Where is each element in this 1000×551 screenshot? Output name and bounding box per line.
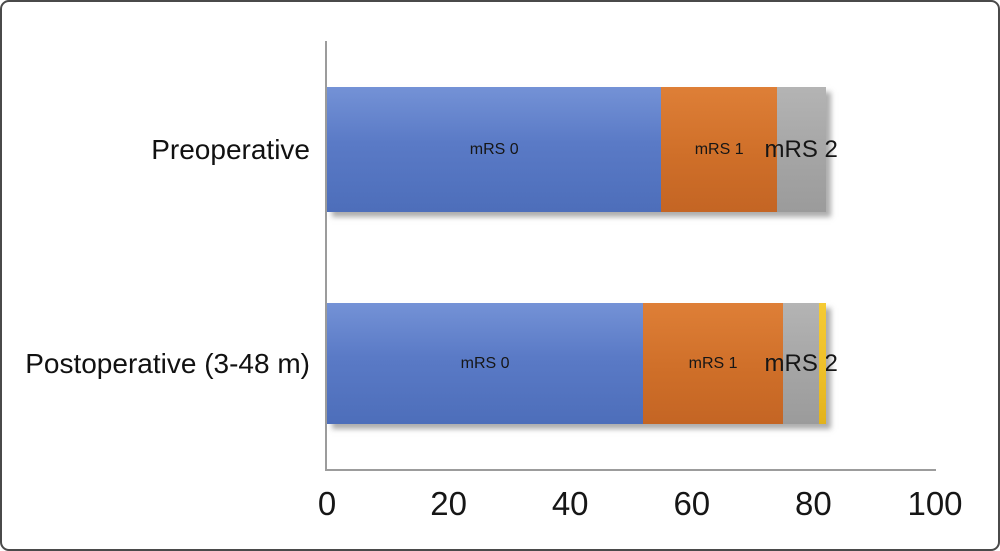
x-tick-label: 40 <box>551 485 589 522</box>
x-tick-label: 80 <box>795 485 832 522</box>
bar-segment: mRS 1 <box>643 303 783 424</box>
segment-label: mRS 2 <box>764 135 838 163</box>
x-tick-label: 60 <box>673 485 711 522</box>
x-tick-label: 100 <box>907 485 963 522</box>
category-label: Postoperative (3-48 m) <box>25 347 310 379</box>
segment-label: mRS 1 <box>694 140 744 158</box>
bar-row: mRS 0 mRS 1 mRS 2 <box>327 303 838 424</box>
bar-segment: mRS 0 <box>327 303 644 424</box>
y-axis-line <box>325 41 327 471</box>
bar-segment <box>819 303 826 424</box>
bar-row: mRS 0 mRS 1 mRS 2 <box>327 87 838 212</box>
bar-segment: mRS 2 <box>765 303 838 424</box>
x-axis-line <box>325 469 936 471</box>
x-tick-label: 20 <box>430 485 467 522</box>
segment-label: mRS 0 <box>460 354 510 372</box>
bar-segment: mRS 1 <box>661 87 777 212</box>
x-tick-label: 0 <box>317 485 337 522</box>
segment-label: mRS 2 <box>764 349 838 377</box>
category-label: Preoperative <box>151 133 310 165</box>
segment-label: mRS 0 <box>469 140 519 158</box>
segment-label: mRS 1 <box>688 354 738 372</box>
bar-segment: mRS 2 <box>765 87 838 212</box>
bar-segment: mRS 0 <box>327 87 662 212</box>
